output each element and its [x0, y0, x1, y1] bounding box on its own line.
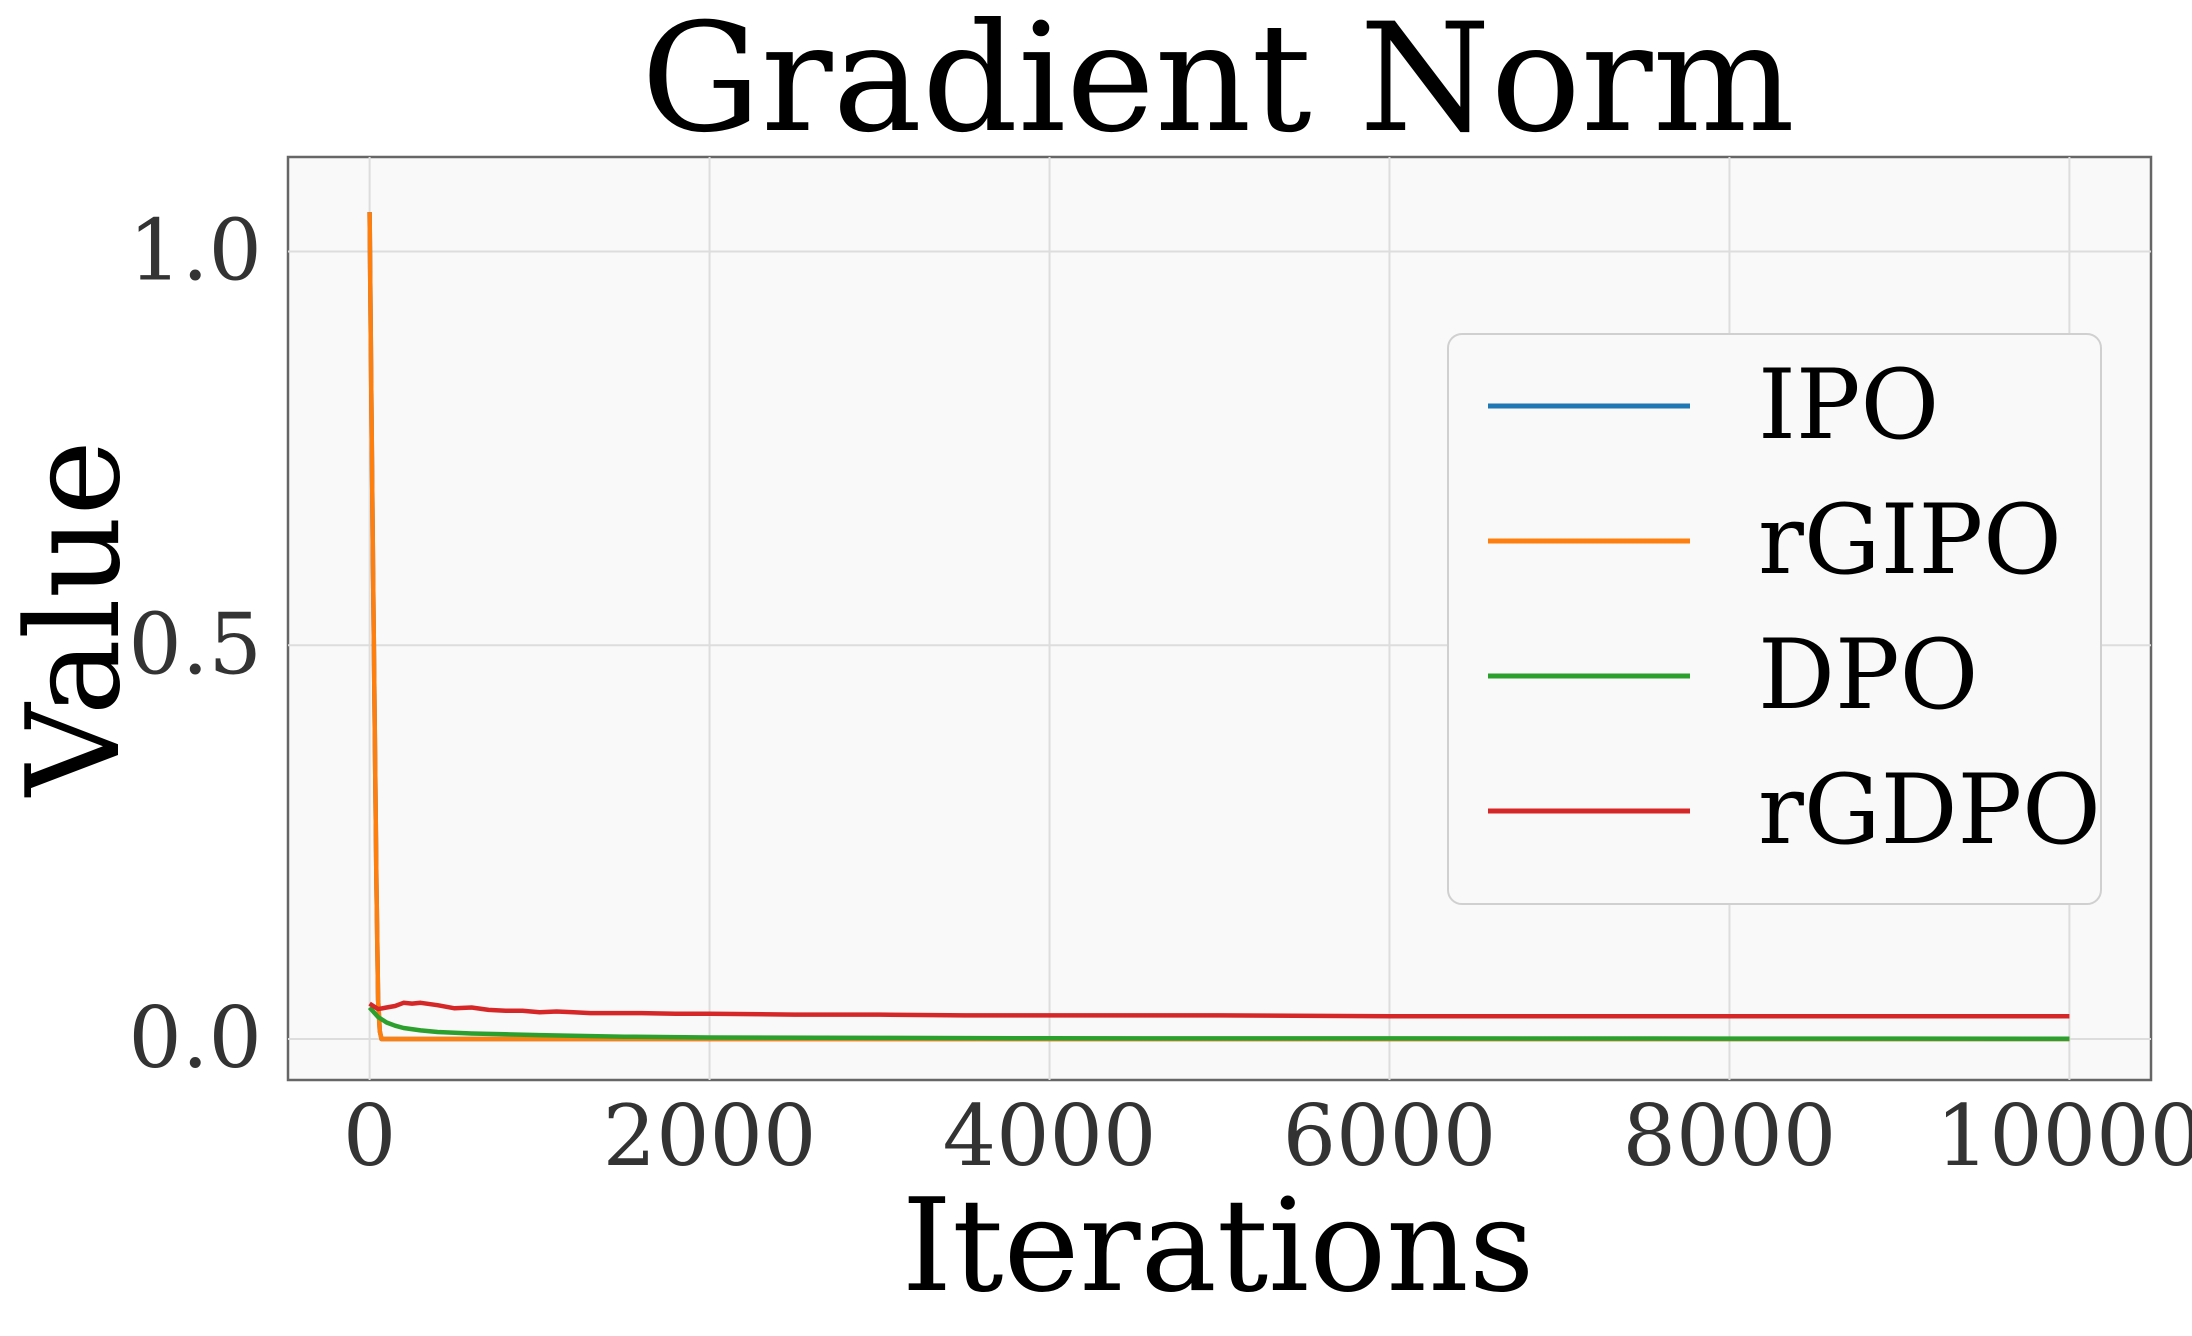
x-tick-label: 10000 [1936, 1087, 2192, 1185]
legend: IPO rGIPO DPO rGDPO [1447, 333, 2102, 905]
x-tick-label: 8000 [1623, 1087, 1837, 1185]
tick-labels: 0 2000 4000 6000 8000 10000 0.0 0.5 1.0 [128, 202, 2192, 1185]
y-tick-label: 0.0 [128, 989, 262, 1087]
legend-label-dpo: DPO [1758, 619, 1978, 731]
y-tick-label: 0.5 [128, 595, 262, 693]
series-lines [367, 212, 2070, 1042]
legend-label-rgdpo: rGDPO [1758, 754, 2101, 866]
legend-box [1447, 333, 2102, 905]
legend-label-rgipo: rGIPO [1758, 484, 2062, 596]
legend-label-ipo: IPO [1758, 349, 1939, 461]
x-tick-label: 2000 [603, 1087, 817, 1185]
chart-title: Gradient Norm [641, 0, 1795, 166]
series-line-rgdpo [368, 1000, 2070, 1019]
x-tick-label: 4000 [943, 1087, 1157, 1185]
y-tick-label: 1.0 [128, 202, 262, 300]
y-axis-label: Value [0, 440, 149, 798]
series-line-dpo [367, 1005, 2070, 1041]
x-axis-label: Iterations [902, 1172, 1535, 1321]
x-tick-label: 6000 [1283, 1087, 1497, 1185]
x-tick-label: 0 [343, 1087, 396, 1185]
